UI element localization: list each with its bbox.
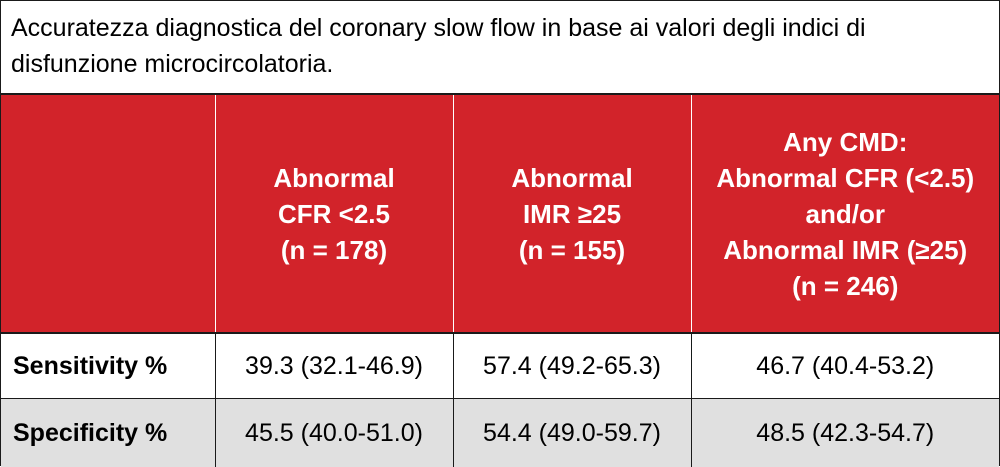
table-cell: 48.5 (42.3-54.7): [691, 399, 999, 467]
header-line: Abnormal: [216, 160, 453, 196]
header-line: and/or: [692, 196, 1000, 232]
table-title: Accuratezza diagnostica del coronary slo…: [1, 1, 999, 93]
diagnostic-accuracy-table: Abnormal CFR <2.5 (n = 178) Abnormal IMR…: [1, 93, 999, 467]
header-row: Abnormal CFR <2.5 (n = 178) Abnormal IMR…: [1, 94, 999, 333]
header-cell-abnormal-cfr: Abnormal CFR <2.5 (n = 178): [215, 94, 453, 333]
table-row-sensitivity: Sensitivity % 39.3 (32.1-46.9) 57.4 (49.…: [1, 333, 999, 399]
header-line: Abnormal IMR (≥25): [692, 232, 1000, 268]
header-line: Abnormal: [454, 160, 691, 196]
header-cell-empty: [1, 94, 215, 333]
header-cell-abnormal-imr: Abnormal IMR ≥25 (n = 155): [453, 94, 691, 333]
header-line: (n = 178): [216, 232, 453, 268]
header-cell-any-cmd: Any CMD: Abnormal CFR (<2.5) and/or Abno…: [691, 94, 999, 333]
table-row-specificity: Specificity % 45.5 (40.0-51.0) 54.4 (49.…: [1, 399, 999, 467]
header-line: (n = 155): [454, 232, 691, 268]
header-line: IMR ≥25: [454, 196, 691, 232]
table-cell: 45.5 (40.0-51.0): [215, 399, 453, 467]
header-line: Abnormal CFR (<2.5): [692, 160, 1000, 196]
row-label: Sensitivity %: [1, 333, 215, 399]
table-cell: 57.4 (49.2-65.3): [453, 333, 691, 399]
row-label: Specificity %: [1, 399, 215, 467]
header-line: CFR <2.5: [216, 196, 453, 232]
table-cell: 39.3 (32.1-46.9): [215, 333, 453, 399]
table-cell: 54.4 (49.0-59.7): [453, 399, 691, 467]
header-line: Any CMD:: [692, 124, 1000, 160]
table-cell: 46.7 (40.4-53.2): [691, 333, 999, 399]
header-line: (n = 246): [692, 268, 1000, 304]
